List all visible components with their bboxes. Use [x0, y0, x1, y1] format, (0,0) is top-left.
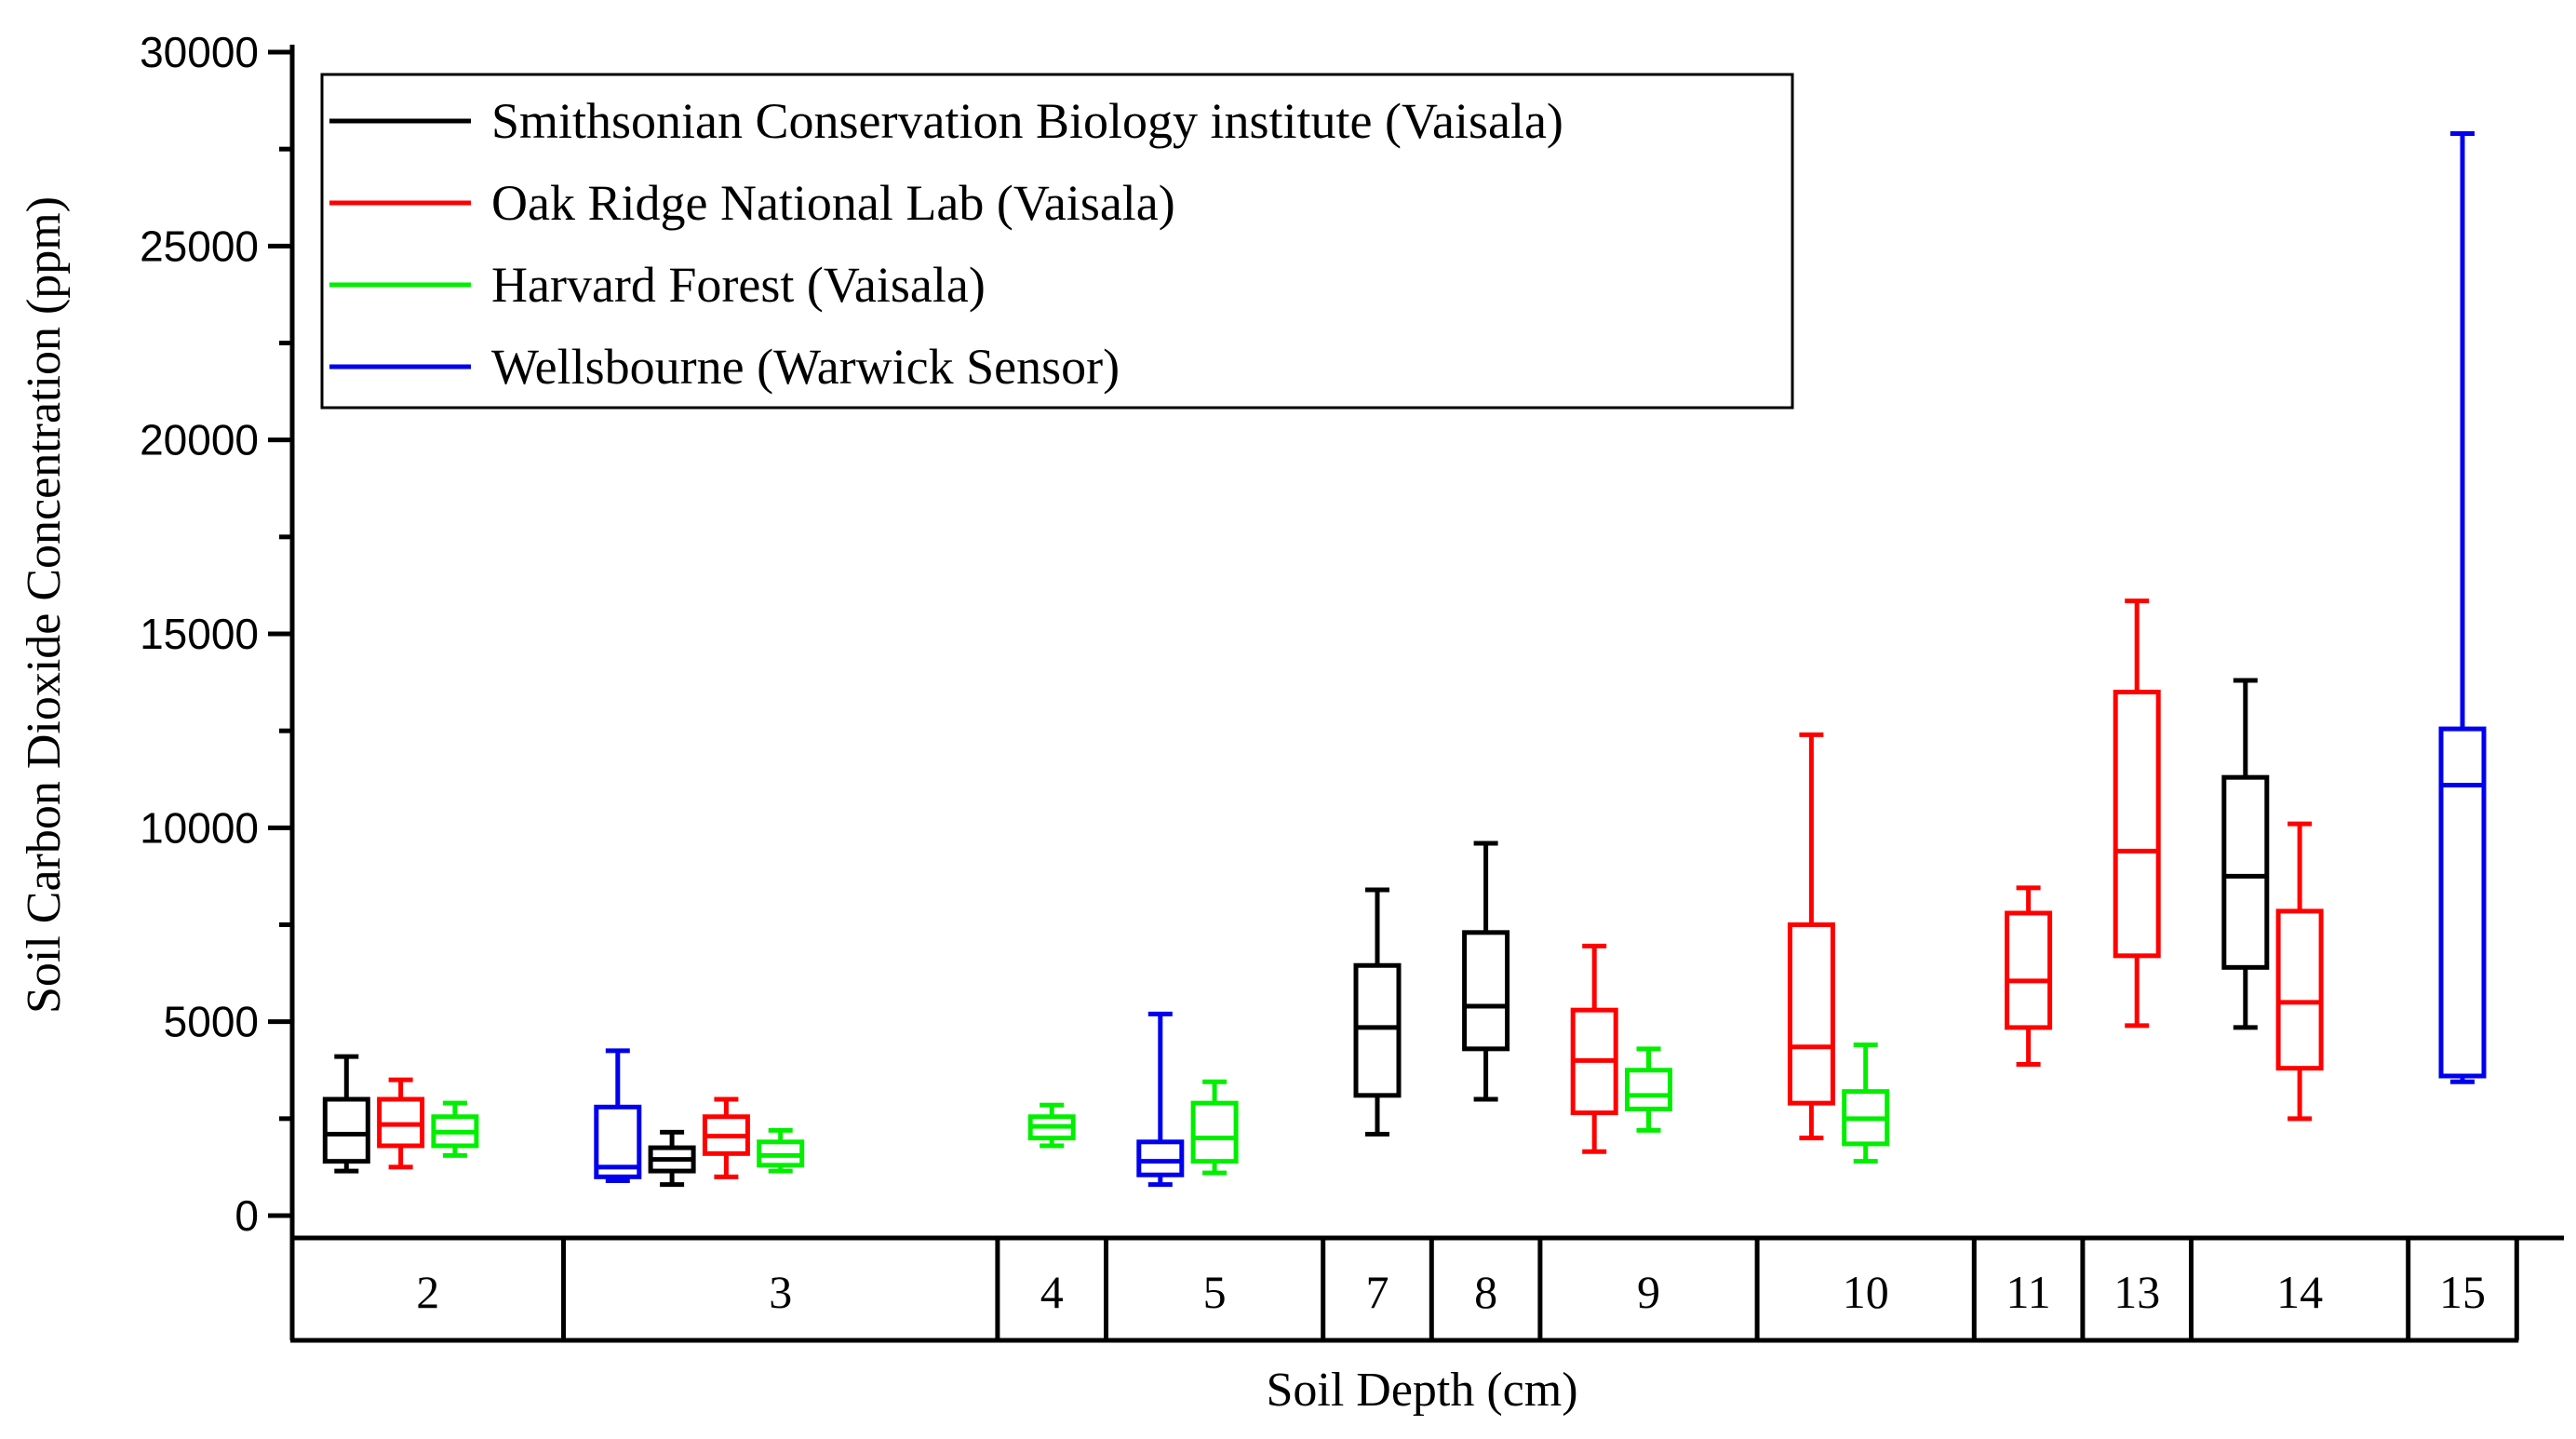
box-plot [1027, 1102, 1076, 1149]
box-plot [1570, 943, 1618, 1154]
box-plot [702, 1096, 750, 1179]
interquartile-box [594, 1104, 642, 1179]
interquartile-box [1190, 1100, 1239, 1164]
interquartile-box [2221, 774, 2270, 970]
interquartile-box [322, 1096, 370, 1164]
box-plot [2005, 885, 2053, 1067]
box-plot [1625, 1046, 1672, 1133]
box-plot [377, 1077, 425, 1170]
depth-group-label: 9 [1637, 1266, 1660, 1318]
box-plot [648, 1129, 696, 1188]
depth-group-label: 3 [769, 1266, 792, 1318]
box-plot [1353, 887, 1402, 1136]
depth-group-label: 15 [2439, 1266, 2486, 1318]
legend-entry-label: Smithsonian Conservation Biology institu… [491, 93, 1563, 149]
box-plot [431, 1100, 479, 1158]
legend-entry-label: Wellsbourne (Warwick Sensor) [491, 339, 1120, 395]
legend-entry-label: Oak Ridge National Lab (Vaisala) [491, 175, 1175, 231]
depth-group-label: 11 [2006, 1266, 2051, 1318]
box-plot [322, 1054, 370, 1174]
box-plot [1787, 732, 1835, 1141]
interquartile-box [1353, 962, 1402, 1098]
box-plot [757, 1127, 805, 1174]
box-plot [1136, 1011, 1185, 1188]
y-tick-label: 10000 [140, 803, 259, 852]
box-plot [594, 1048, 642, 1183]
box-series [322, 131, 2487, 1188]
y-axis-title: Soil Carbon Dioxide Concentration (ppm) [18, 196, 71, 1014]
interquartile-box [1462, 930, 1510, 1052]
interquartile-box [1625, 1068, 1672, 1111]
y-tick-label: 20000 [140, 416, 259, 464]
depth-group-label: 4 [1040, 1266, 1064, 1318]
legend: Smithsonian Conservation Biology institu… [320, 73, 1794, 410]
box-plot [1842, 1042, 1890, 1164]
y-tick-label: 30000 [140, 28, 259, 76]
legend-frame [320, 73, 1794, 410]
interquartile-box [2438, 726, 2487, 1079]
interquartile-box [2005, 910, 2053, 1030]
depth-group-label: 10 [1843, 1266, 1889, 1318]
depth-group-label: 8 [1474, 1266, 1497, 1318]
depth-group-label: 14 [2276, 1266, 2323, 1318]
legend-entry-label: Harvard Forest (Vaisala) [491, 257, 986, 313]
box-plot [1190, 1079, 1239, 1176]
depth-group-label: 13 [2113, 1266, 2160, 1318]
y-tick-label: 5000 [164, 998, 259, 1046]
box-plot [2113, 598, 2161, 1029]
depth-group-label: 2 [416, 1266, 439, 1318]
box-plot [2221, 678, 2270, 1030]
interquartile-box [1787, 922, 1835, 1106]
interquartile-box [1136, 1139, 1185, 1177]
box-plot [1462, 841, 1510, 1102]
interquartile-box [2275, 908, 2324, 1071]
y-axis: 0 5000 10000 15000 20000 25000 30000 [140, 28, 2564, 1241]
box-plot [2275, 821, 2324, 1122]
depth-group-label: 7 [1366, 1266, 1389, 1318]
box-plot [2438, 131, 2487, 1084]
x-axis-title: Soil Depth (cm) [1266, 1364, 1577, 1417]
y-tick-label: 25000 [140, 222, 259, 270]
y-tick-label: 15000 [140, 610, 259, 658]
depth-group-label: 5 [1203, 1266, 1227, 1318]
y-tick-label: 0 [235, 1191, 259, 1240]
interquartile-box [2113, 690, 2161, 959]
depth-group-axis: 2 3 4 5 7 8 9 10 11 13 14 15 [289, 1238, 2519, 1343]
